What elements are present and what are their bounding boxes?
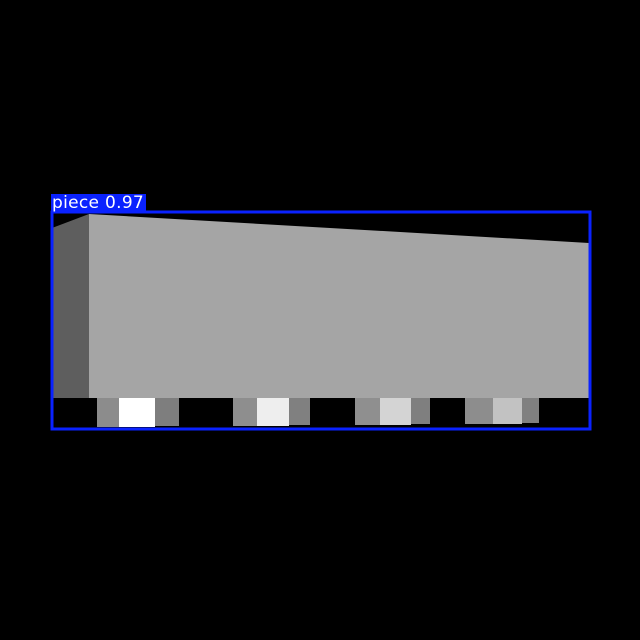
brick-piece [52, 214, 589, 398]
brick-left-side-face [52, 214, 89, 398]
detection-class-name: piece [52, 193, 100, 213]
stud [355, 398, 430, 425]
stud-row [97, 398, 539, 427]
stud [465, 398, 539, 424]
stud [233, 398, 310, 426]
brick-front-face [89, 214, 589, 398]
stud [97, 398, 179, 427]
detection-label: piece 0.97 [51, 193, 147, 213]
detection-confidence: 0.97 [105, 193, 145, 213]
detection-bounding-box [50, 210, 592, 431]
